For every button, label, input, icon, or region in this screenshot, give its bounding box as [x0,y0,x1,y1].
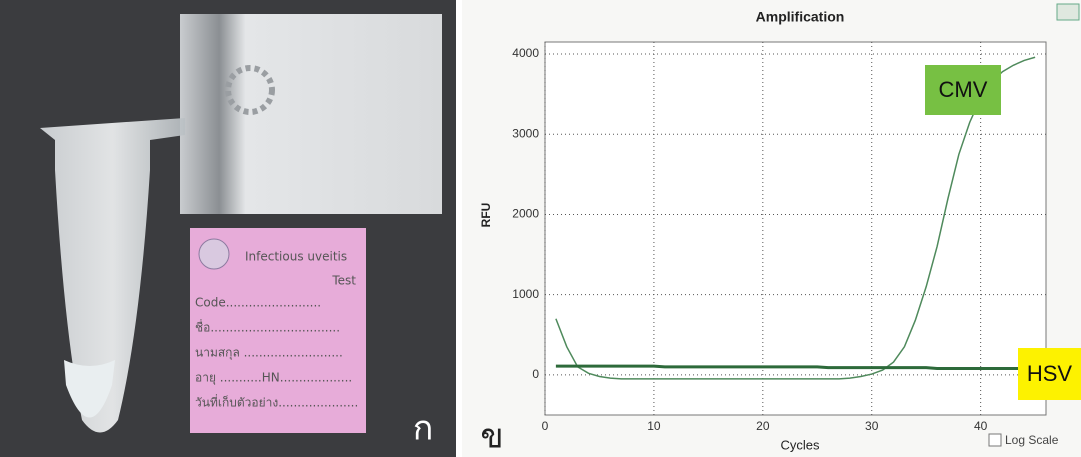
x-tick-label: 20 [756,419,770,433]
label-line: นามสกุล .......................... [195,346,343,361]
chart-title: Amplification [756,9,845,25]
label-line: วันที่เก็บตัวอย่าง..................... [195,394,358,410]
label-line: อายุ ...........HN................... [195,371,352,386]
x-tick-label: 40 [974,419,988,433]
x-axis-title: Cycles [780,437,820,452]
legend-box [925,65,1001,115]
series-line [555,364,1036,370]
corner-icon[interactable] [1056,3,1080,21]
x-tick-label: 0 [542,419,549,433]
label-line: ชื่อ.................................. [195,319,340,335]
series-line [555,56,1036,380]
log-scale-checkbox[interactable] [988,433,1002,447]
label-title: Infectious uveitis [245,250,347,264]
x-tick-label: 30 [865,419,879,433]
label-line: Code......................... [195,296,321,310]
x-tick-label: 10 [647,419,661,433]
foil-logo [225,65,275,115]
y-tick-label: 4000 [512,46,539,60]
tube-liquid [64,360,115,418]
legend-box [1018,348,1081,400]
y-axis-title: RFU [479,203,493,228]
panel-label: ข [480,417,503,457]
legend-label: HSV [1027,361,1073,386]
legend-label: CMV [939,77,988,102]
y-tick-label: 1000 [512,287,539,301]
y-tick-label: 0 [532,367,539,381]
label-logo [198,238,230,270]
y-tick-label: 2000 [512,207,539,221]
panel-label: ก [413,409,434,449]
tube [40,118,185,433]
foil-sheet [180,14,442,214]
label-subtitle: Test [331,274,356,288]
log-scale-label[interactable]: Log Scale [1005,433,1059,447]
y-tick-label: 3000 [512,126,539,140]
